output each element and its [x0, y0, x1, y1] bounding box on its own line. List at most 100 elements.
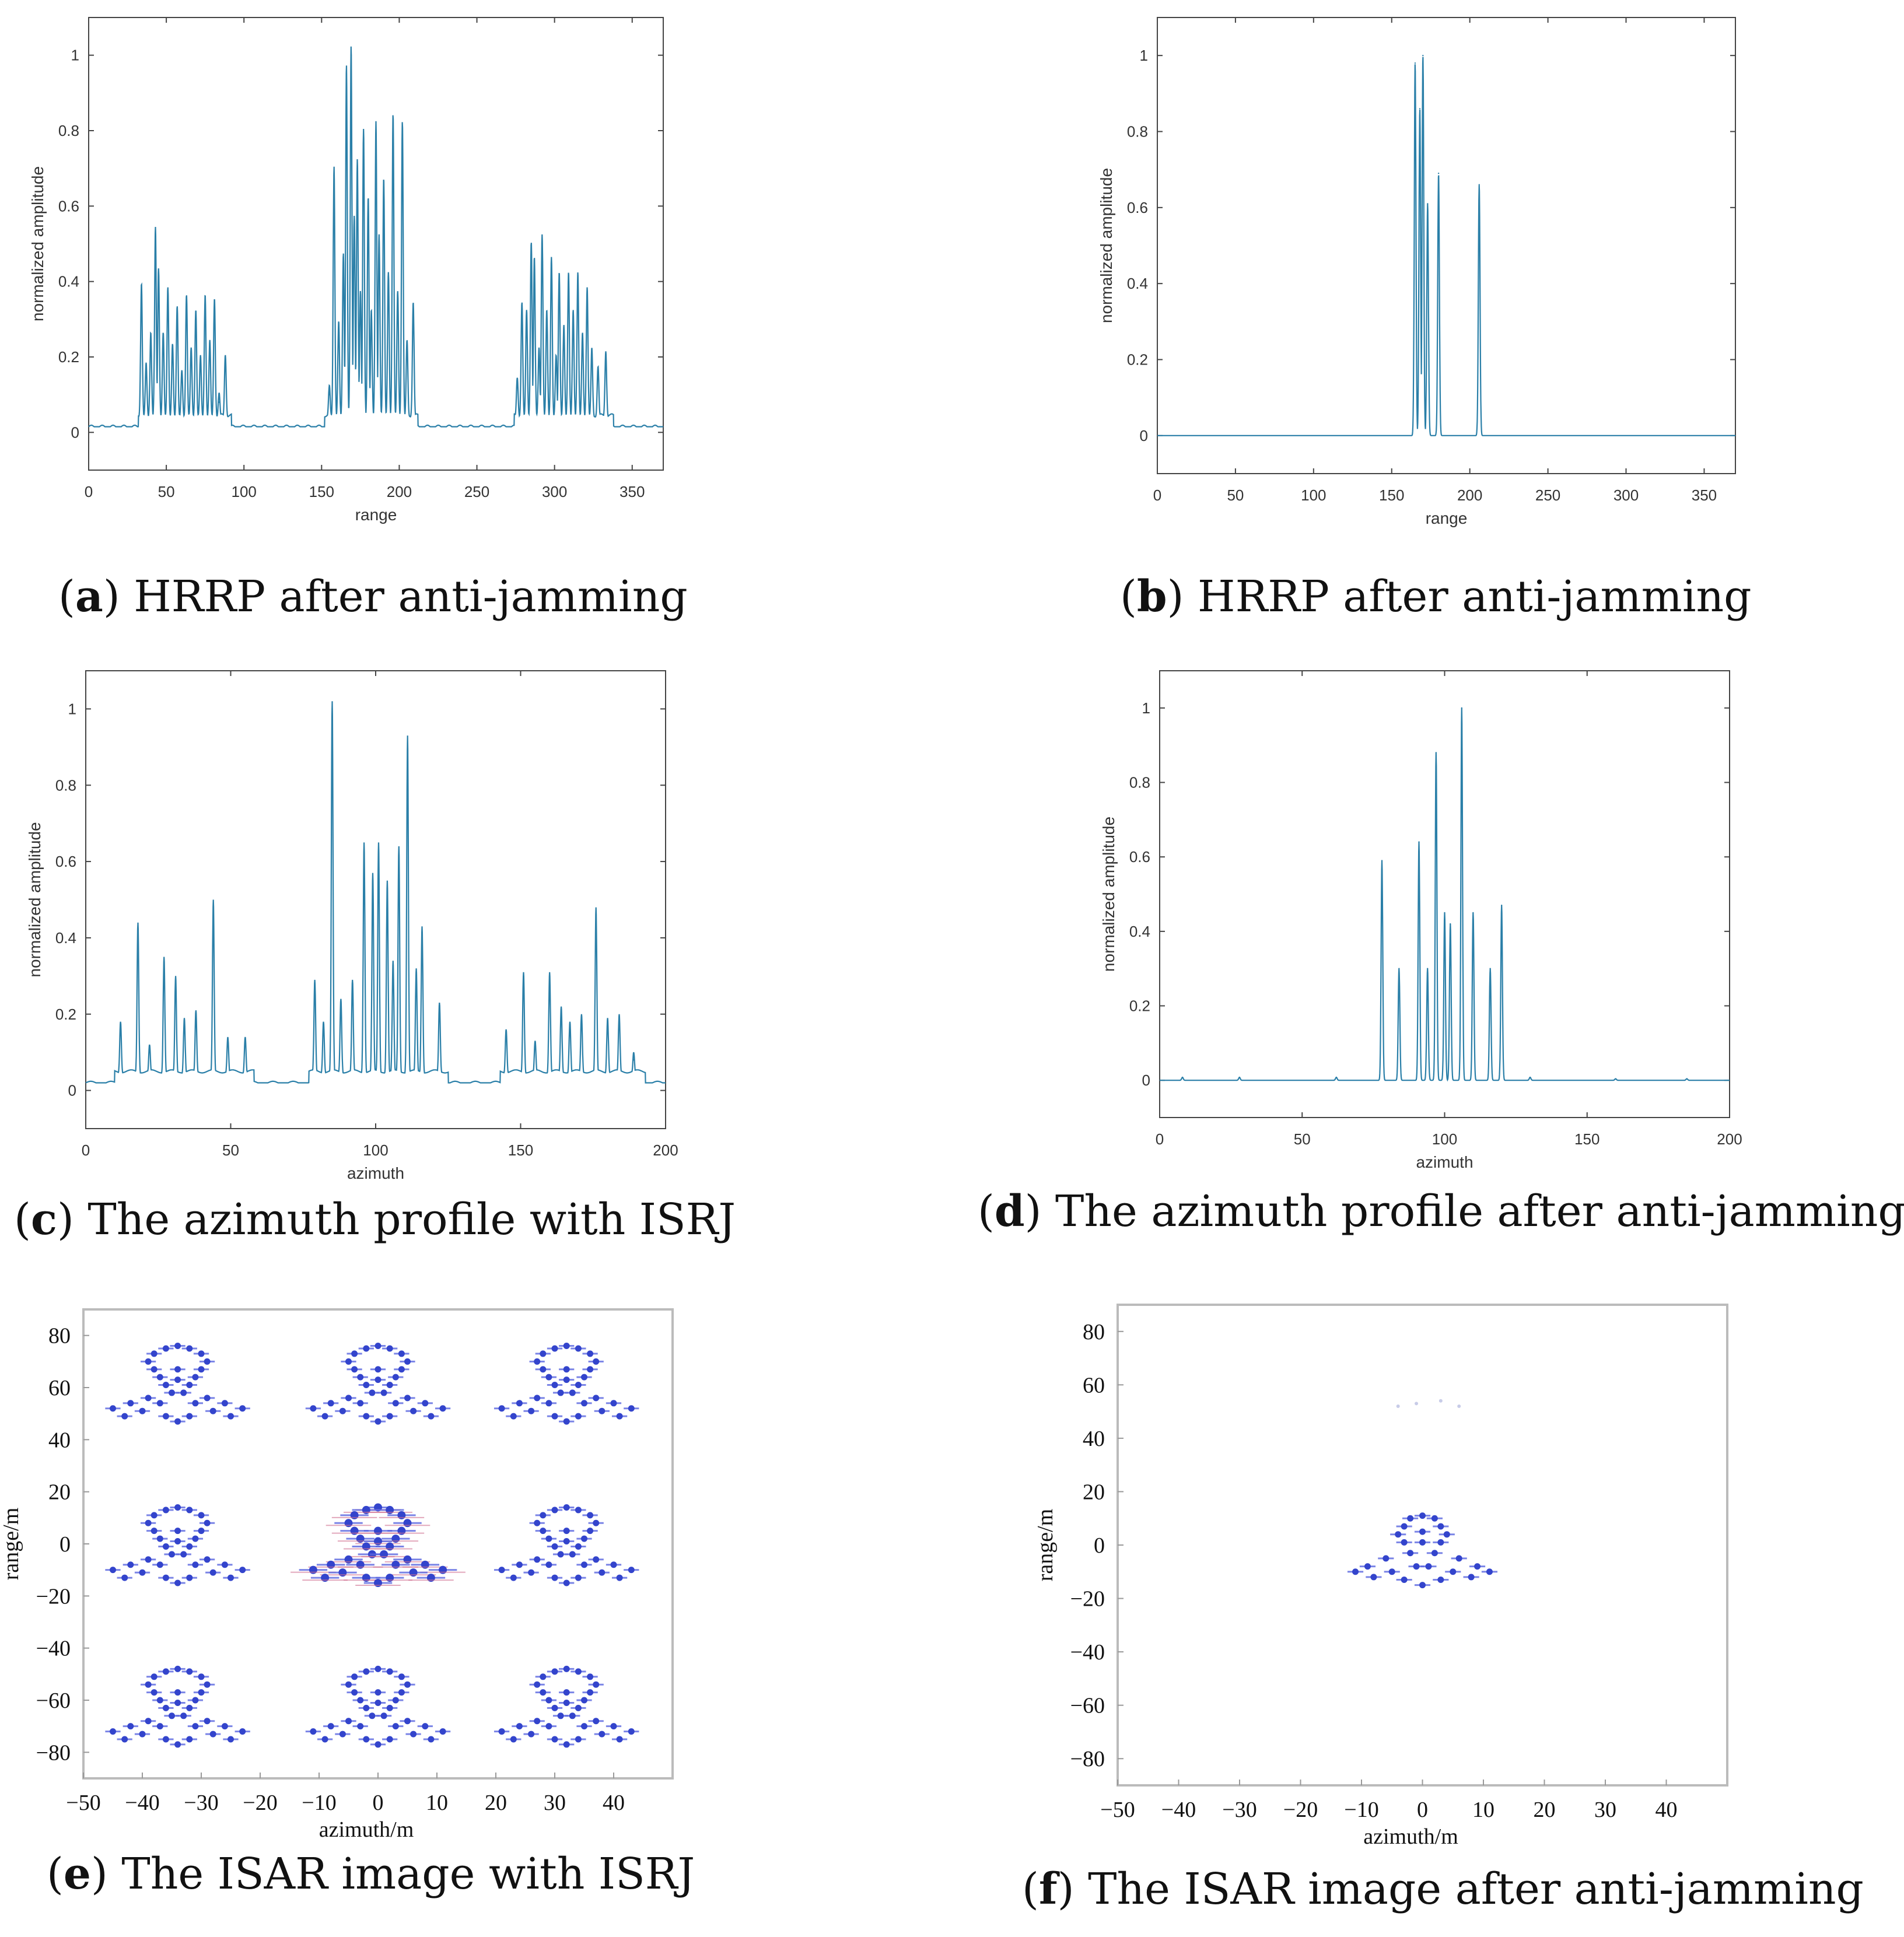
- scatter-point: [534, 1681, 541, 1688]
- plot-frame: [1159, 670, 1730, 1118]
- x-tick-label: 50: [158, 483, 175, 500]
- scatter-point: [516, 1400, 523, 1407]
- data-point: [340, 1006, 342, 1007]
- scatter-point: [398, 1673, 405, 1680]
- chart-c: 0 50 100 150 200 0 0.2 0.4 0.6 0.8 1 azimuth normali…: [26, 670, 678, 1182]
- scatter-point: [162, 1345, 169, 1352]
- y-tick-label: 0: [68, 1082, 76, 1099]
- x-tick-label: 350: [620, 483, 645, 500]
- scatter-point: [575, 1543, 582, 1550]
- data-point: [1529, 1076, 1531, 1078]
- scatter-point: [145, 1556, 152, 1563]
- scatter-point: [162, 1507, 169, 1514]
- y-tick-label: −80: [36, 1740, 71, 1765]
- scatter-point: [587, 1528, 594, 1535]
- scatter-point: [557, 1389, 564, 1396]
- data-point: [521, 311, 523, 313]
- data-point: [1444, 912, 1446, 914]
- x-tick-label: 100: [232, 483, 257, 500]
- caption-d: (d) The azimuth profile after anti-jammi…: [978, 1186, 1904, 1237]
- scatter-point: [363, 1382, 370, 1389]
- scatter-point: [563, 1504, 570, 1511]
- y-axis-label: range/m: [1033, 1509, 1058, 1582]
- y-axis-label: normalized amplitude: [26, 822, 44, 977]
- series-line: [88, 46, 663, 428]
- chart-a: 0 50 100 150 200 250 300 350 0 0.2 0.4 0.6 0.8 1 range…: [29, 17, 664, 524]
- scatter-point: [534, 1395, 541, 1402]
- scatter-point: [593, 1556, 600, 1563]
- scatter-point: [575, 1413, 582, 1420]
- scatter-point: [162, 1736, 169, 1743]
- data-point: [415, 975, 417, 977]
- scatter-point: [310, 1728, 317, 1735]
- y-tick-label: 0.6: [55, 853, 76, 870]
- y-tick-label: 1: [71, 47, 79, 64]
- scatter-point: [587, 1689, 594, 1696]
- data-point: [244, 1043, 246, 1046]
- data-point: [563, 334, 565, 335]
- scatter-point: [581, 1723, 587, 1730]
- scatter-point: [1370, 1574, 1377, 1581]
- x-axis-label: azimuth: [347, 1164, 404, 1182]
- scatter-point: [545, 1374, 552, 1381]
- scatter-point: [209, 1407, 216, 1414]
- data-point: [137, 929, 139, 931]
- scatter-point: [127, 1561, 134, 1568]
- x-axis-label: range: [1426, 509, 1468, 527]
- scatter-point: [545, 1723, 552, 1730]
- scatter-point: [1474, 1563, 1481, 1570]
- scatter-point: [628, 1728, 635, 1735]
- caption-c: (c) The azimuth profile with ISRJ: [14, 1195, 736, 1245]
- scatter-point: [528, 1731, 535, 1738]
- data-point: [1335, 1076, 1338, 1078]
- scatter-point: [239, 1567, 246, 1574]
- scatter-point: [139, 1731, 146, 1738]
- y-tick-label: 0.4: [58, 273, 79, 290]
- scatter-point: [192, 1374, 199, 1381]
- data-point: [345, 73, 348, 75]
- data-point: [568, 281, 569, 282]
- scatter-point: [139, 1407, 146, 1414]
- data-point: [398, 853, 400, 855]
- scatter-point: [110, 1728, 116, 1735]
- data-point: [386, 887, 388, 889]
- data-point: [331, 708, 333, 710]
- scatter-point: [351, 1350, 358, 1357]
- scatter-point: [1425, 1563, 1432, 1570]
- scatter-point: [198, 1689, 205, 1696]
- data-point: [314, 986, 316, 989]
- scatter-point: [410, 1407, 417, 1414]
- scatter-point: [575, 1736, 582, 1743]
- scatter-point: [357, 1723, 364, 1730]
- data-point: [174, 983, 177, 985]
- data-point: [158, 277, 159, 279]
- data-point: [605, 360, 607, 362]
- faint-point: [1438, 1399, 1443, 1403]
- scatter-point: [321, 1736, 328, 1743]
- data-point: [560, 1013, 562, 1015]
- scatter-point: [369, 1389, 376, 1396]
- data-point: [1426, 968, 1429, 969]
- scatter-point: [581, 1400, 587, 1407]
- scatter-point: [534, 1519, 541, 1526]
- data-point: [555, 363, 557, 366]
- y-axis-label: normalized amplitude: [1097, 168, 1115, 323]
- scatter-point: [1450, 1568, 1457, 1575]
- scatter-point: [575, 1574, 582, 1581]
- scatter-point: [156, 1723, 163, 1730]
- scatter-point: [540, 1673, 547, 1680]
- scatter-point: [551, 1736, 558, 1743]
- scatter-point: [545, 1561, 552, 1568]
- data-point: [375, 129, 377, 132]
- scatter-point: [374, 1665, 382, 1672]
- x-tick-label: 350: [1692, 486, 1717, 504]
- data-point: [218, 401, 220, 403]
- data-point: [591, 356, 593, 358]
- data-point: [618, 1021, 620, 1023]
- y-tick-label: 0: [1142, 1071, 1150, 1089]
- scatter-point: [204, 1718, 211, 1725]
- scatter-point: [1364, 1563, 1371, 1570]
- scatter-point: [534, 1556, 541, 1563]
- scatter-point: [198, 1673, 205, 1680]
- scatter-point: [145, 1358, 152, 1365]
